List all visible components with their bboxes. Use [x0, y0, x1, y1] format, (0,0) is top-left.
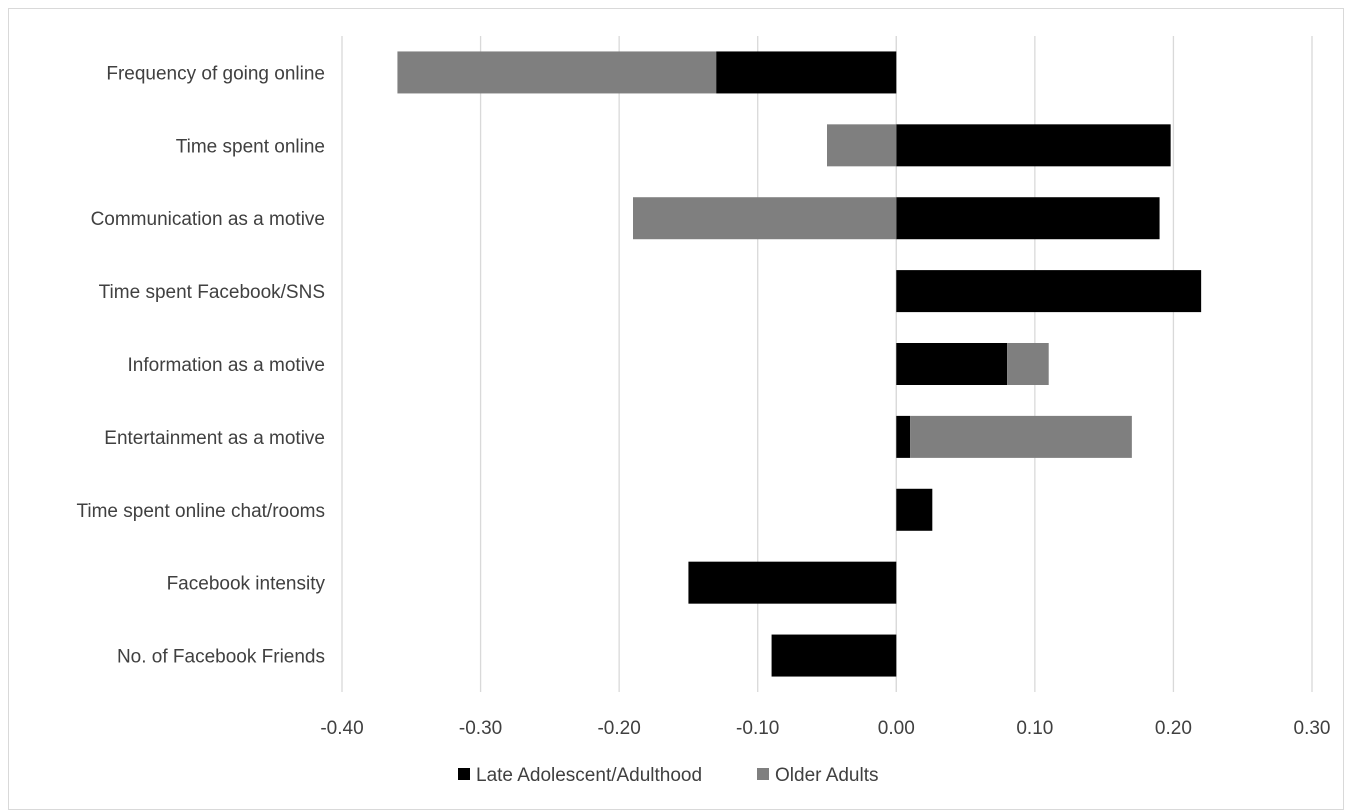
- category-label: Information as a motive: [128, 355, 325, 376]
- x-axis-tick-labels: -0.40 -0.30 -0.20 -0.10 0.00 0.10 0.20 0.30: [320, 718, 1330, 739]
- x-tick-label: -0.30: [459, 718, 502, 739]
- bar-late-adolescent: [896, 415, 911, 458]
- bar-older-adults: [633, 197, 897, 240]
- category-label: Frequency of going online: [106, 63, 325, 84]
- bar-late-adolescent: [896, 343, 1008, 385]
- category-label: Time spent Facebook/SNS: [99, 282, 325, 303]
- bar-late-adolescent: [716, 51, 897, 94]
- bar-late-adolescent: [896, 124, 1171, 167]
- x-tick-label: -0.10: [736, 718, 779, 739]
- x-tick-label: 0.30: [1294, 718, 1331, 739]
- legend-label-older-adults: Older Adults: [775, 765, 879, 786]
- category-labels: Frequency of going online Time spent onli…: [76, 63, 325, 667]
- bars: [397, 51, 1202, 677]
- category-label: Time spent online chat/rooms: [76, 501, 325, 522]
- legend-label-late-adolescent: Late Adolescent/Adulthood: [476, 765, 702, 786]
- bar-late-adolescent: [688, 561, 897, 604]
- legend: Late Adolescent/Adulthood Older Adults: [458, 765, 879, 786]
- x-tick-label: -0.40: [320, 718, 363, 739]
- category-label: Entertainment as a motive: [104, 428, 325, 449]
- bar-late-adolescent: [771, 634, 897, 677]
- legend-swatch-older-adults: [757, 768, 769, 780]
- bar-late-adolescent: [896, 270, 1202, 313]
- legend-swatch-late-adolescent: [458, 768, 470, 780]
- bar-late-adolescent: [896, 488, 933, 531]
- bar-older-adults: [397, 51, 717, 94]
- category-label: Communication as a motive: [91, 209, 325, 230]
- bar-older-adults: [827, 124, 897, 167]
- bar-older-adults: [910, 415, 1132, 458]
- x-tick-label: 0.00: [878, 718, 915, 739]
- bar-older-adults: [1007, 343, 1049, 385]
- x-tick-label: -0.20: [597, 718, 640, 739]
- bar-late-adolescent: [896, 197, 1160, 240]
- x-tick-label: 0.10: [1016, 718, 1053, 739]
- x-tick-label: 0.20: [1155, 718, 1192, 739]
- category-label: Facebook intensity: [167, 574, 326, 595]
- category-label: No. of Facebook Friends: [117, 647, 325, 668]
- category-label: Time spent online: [176, 136, 325, 157]
